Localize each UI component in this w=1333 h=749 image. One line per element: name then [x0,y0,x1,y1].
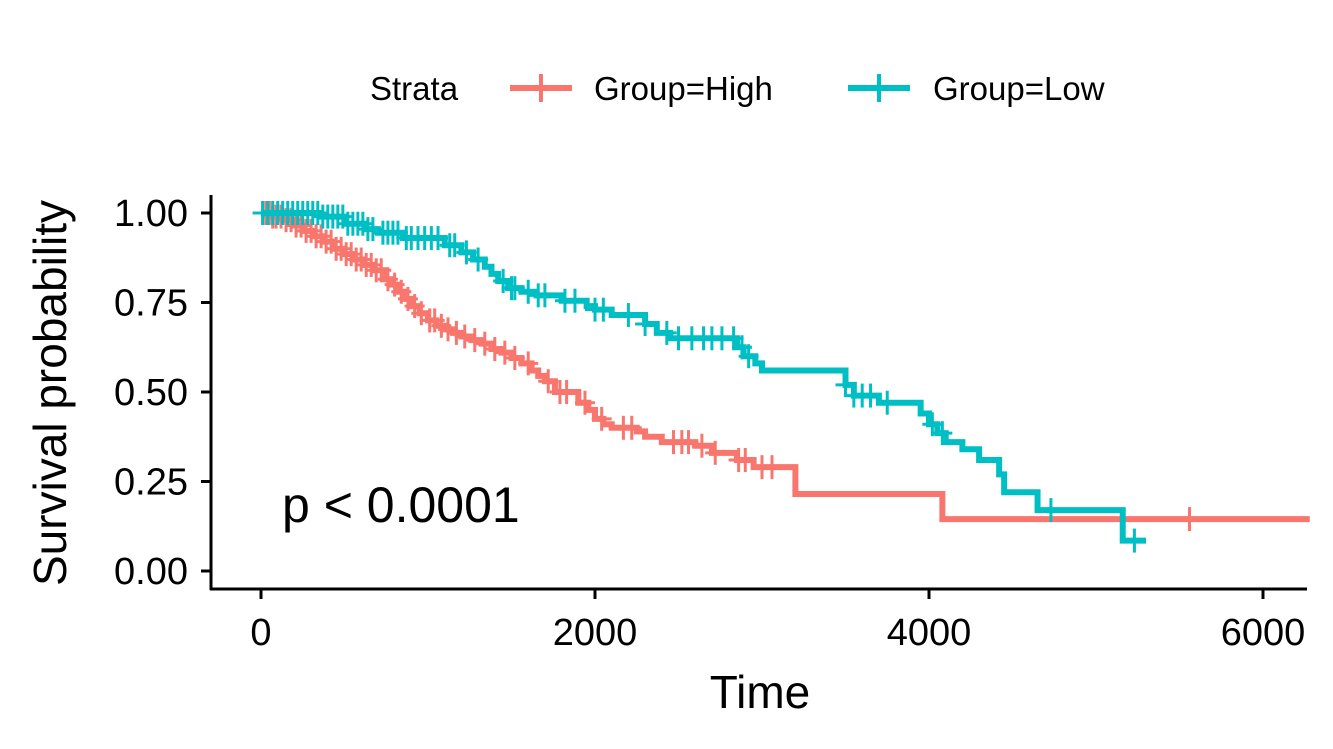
y-tick-label: 1.00 [114,193,188,235]
censor-mark-group-high [331,236,352,261]
p-value-annotation: p < 0.0001 [282,477,520,533]
censor-mark-group-high [446,320,467,345]
censor-mark-group-low [307,201,328,225]
series-line-group-high [261,210,1310,523]
censor-mark-group-high [311,224,332,249]
censor-mark-group-high [705,440,726,465]
y-tick-label: 0.50 [114,372,188,414]
legend-key-high [510,74,572,102]
censor-mark-group-low [387,220,408,245]
legend: Strata Group=High Group=Low [370,70,1105,107]
censor-mark-group-low [352,211,373,236]
censor-mark-group-low [835,372,856,397]
censor-mark-group-high [621,415,642,440]
censor-mark-group-high [762,455,783,480]
legend-key-low [848,74,910,102]
censor-mark-group-high [351,247,372,272]
censor-mark-group-high [538,369,559,394]
legend-title: Strata [370,70,459,107]
censor-mark-group-high [574,390,595,415]
censor-mark-group-low [444,233,465,258]
censor-mark-group-low [1040,498,1061,523]
censor-mark-group-low [618,303,639,328]
y-tick-label: 0.00 [114,551,188,593]
censor-mark-group-low [860,383,881,408]
censor-mark-group-low [1124,528,1145,553]
censor-mark-group-low [877,390,898,415]
censor-mark-group-high [454,324,475,349]
legend-label-high: Group=High [594,70,773,107]
legend-label-low: Group=Low [933,70,1105,107]
censor-mark-group-high [591,406,612,431]
x-tick-label: 0 [250,612,271,654]
y-tick-label: 0.75 [114,283,188,325]
censor-mark-group-low [932,421,953,446]
censor-mark-group-high [484,337,505,362]
x-tick-label: 6000 [1221,612,1306,654]
x-axis-title: Time [710,666,811,718]
censor-mark-group-high [464,328,485,353]
censor-mark-group-high [518,351,539,376]
censor-mark-group-low [468,247,489,272]
censor-mark-group-high [301,218,322,243]
censor-mark-group-high [1179,507,1200,532]
censor-mark-group-low [534,283,555,308]
censor-mark-group-high [691,433,712,458]
censor-mark-group-low [456,240,477,265]
x-ticks: 0 2000 4000 6000 [250,589,1305,654]
censor-mark-group-low [428,226,449,251]
y-tick-label: 0.25 [114,462,188,504]
censor-mark-group-low [518,279,539,304]
y-ticks: 0.00 0.25 0.50 0.75 1.00 [114,193,211,593]
censor-mark-group-high [494,340,515,365]
x-tick-label: 2000 [553,612,638,654]
censor-mark-group-high [504,345,525,370]
censor-mark-group-low [656,320,677,345]
censor-mark-group-high [361,252,382,277]
censor-mark-group-low [593,297,614,322]
censor-mark-group-low [635,311,656,336]
censor-mark-group-low [922,412,943,437]
censor-mark-group-high [291,213,312,238]
censor-mark-group-high [556,380,577,404]
censor-mark-group-high [735,448,756,473]
series-layer [252,201,1310,553]
censor-mark-group-low [504,276,525,301]
censor-mark-group-high [678,430,699,455]
censor-mark-group-high [438,317,459,342]
censor-mark-group-low [362,217,383,242]
censor-mark-group-low [738,344,759,369]
y-axis-title: Survival probability [24,200,76,586]
censor-mark-group-high [341,242,362,267]
censor-mark-group-low [564,288,585,313]
x-tick-label: 4000 [887,612,972,654]
censor-mark-group-high [474,331,495,356]
